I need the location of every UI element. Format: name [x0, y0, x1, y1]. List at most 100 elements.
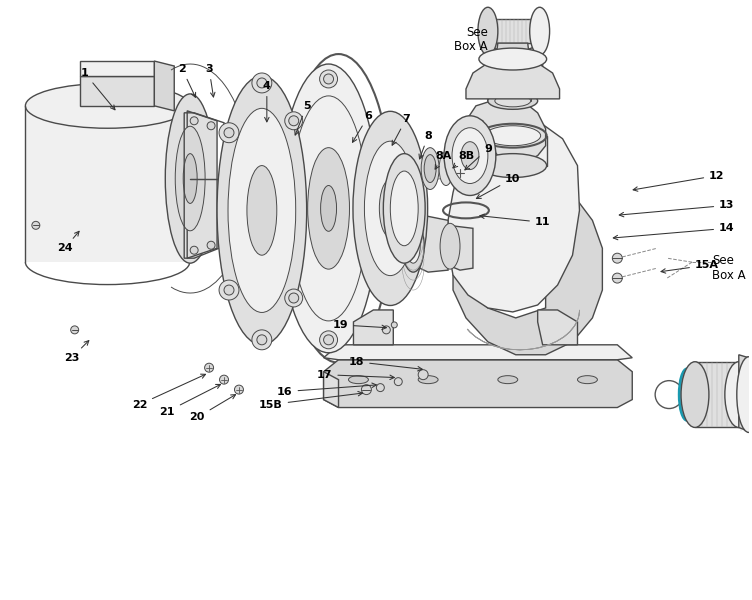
Polygon shape [738, 355, 749, 431]
Ellipse shape [406, 229, 420, 263]
Ellipse shape [479, 154, 547, 178]
Ellipse shape [495, 95, 531, 107]
Ellipse shape [424, 155, 436, 182]
Text: See
Box A: See Box A [712, 254, 745, 282]
Circle shape [252, 73, 271, 93]
Ellipse shape [379, 179, 402, 237]
Ellipse shape [165, 94, 215, 263]
Circle shape [454, 167, 466, 179]
Ellipse shape [440, 223, 460, 269]
Text: 14: 14 [614, 223, 735, 240]
Circle shape [382, 326, 390, 334]
Ellipse shape [461, 142, 479, 170]
Ellipse shape [228, 109, 296, 313]
Text: 15B: 15B [259, 391, 362, 410]
Text: 6: 6 [353, 111, 372, 142]
Circle shape [205, 363, 214, 372]
Text: 21: 21 [159, 385, 220, 416]
Text: 22: 22 [132, 374, 205, 410]
Circle shape [219, 280, 239, 300]
Circle shape [394, 377, 402, 386]
Polygon shape [486, 43, 543, 101]
Ellipse shape [485, 126, 541, 146]
Polygon shape [80, 61, 154, 76]
Ellipse shape [488, 92, 538, 109]
Polygon shape [80, 76, 154, 106]
Ellipse shape [308, 148, 350, 269]
Text: 16: 16 [277, 383, 377, 397]
Polygon shape [538, 310, 578, 345]
Circle shape [612, 253, 623, 263]
Text: 8A: 8A [435, 151, 451, 169]
Polygon shape [466, 59, 559, 99]
Circle shape [224, 128, 234, 138]
Ellipse shape [679, 369, 695, 421]
Text: 8B: 8B [453, 151, 474, 168]
Polygon shape [25, 106, 190, 262]
Text: 1: 1 [80, 68, 115, 110]
Ellipse shape [26, 83, 190, 128]
Circle shape [257, 78, 267, 88]
Ellipse shape [247, 166, 277, 255]
Ellipse shape [402, 220, 424, 272]
Text: 23: 23 [64, 341, 89, 363]
Ellipse shape [452, 128, 488, 184]
Polygon shape [323, 345, 632, 360]
Polygon shape [187, 111, 217, 258]
Ellipse shape [725, 362, 752, 427]
Circle shape [190, 117, 198, 125]
Ellipse shape [479, 48, 547, 70]
Circle shape [391, 322, 397, 328]
Circle shape [190, 246, 198, 254]
Circle shape [612, 273, 623, 283]
Polygon shape [496, 43, 529, 59]
Ellipse shape [353, 112, 428, 305]
Ellipse shape [681, 362, 709, 427]
Circle shape [71, 326, 79, 334]
Polygon shape [353, 310, 393, 345]
Circle shape [219, 123, 239, 143]
Polygon shape [453, 182, 602, 355]
Text: See
Box A: See Box A [454, 26, 488, 53]
Text: 24: 24 [57, 232, 79, 253]
Text: 9: 9 [465, 143, 492, 170]
Circle shape [320, 331, 338, 349]
Text: 20: 20 [190, 395, 235, 422]
Ellipse shape [478, 7, 498, 55]
Polygon shape [448, 226, 473, 270]
Circle shape [207, 241, 215, 249]
Circle shape [32, 221, 40, 229]
Ellipse shape [421, 148, 439, 190]
Text: 4: 4 [263, 81, 271, 122]
Ellipse shape [444, 116, 496, 196]
Polygon shape [323, 371, 338, 407]
Ellipse shape [578, 376, 597, 383]
Circle shape [320, 70, 338, 88]
Text: 17: 17 [317, 370, 394, 380]
Ellipse shape [217, 76, 307, 345]
Circle shape [323, 335, 334, 345]
Circle shape [323, 74, 334, 84]
Text: 12: 12 [633, 170, 725, 191]
Circle shape [655, 380, 683, 409]
Ellipse shape [418, 376, 438, 383]
Ellipse shape [365, 141, 416, 275]
Ellipse shape [348, 376, 368, 383]
Text: 11: 11 [480, 214, 550, 227]
Text: 18: 18 [349, 357, 422, 371]
Circle shape [289, 116, 299, 126]
Text: 5: 5 [295, 101, 311, 135]
Circle shape [418, 370, 428, 380]
Circle shape [257, 335, 267, 345]
Ellipse shape [183, 154, 197, 203]
Circle shape [252, 330, 271, 350]
Ellipse shape [384, 154, 425, 263]
Polygon shape [448, 121, 580, 312]
Ellipse shape [498, 376, 517, 383]
Polygon shape [413, 217, 448, 272]
Text: 19: 19 [332, 320, 387, 330]
Text: 10: 10 [477, 173, 520, 199]
Text: 2: 2 [178, 64, 196, 97]
Ellipse shape [489, 35, 537, 51]
Ellipse shape [439, 152, 453, 185]
